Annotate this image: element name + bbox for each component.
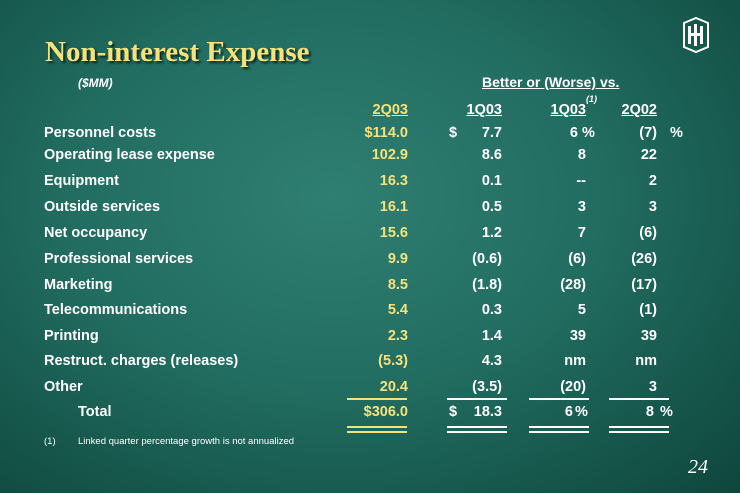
row-change-1q03: 8.6: [481, 147, 502, 163]
page-number: 24: [688, 456, 708, 478]
total-double-rule: [447, 431, 507, 433]
row-value-2q03: 8.5: [387, 277, 408, 293]
total-double-rule: [447, 426, 507, 428]
row-value-2q03: 9.9: [387, 251, 408, 267]
total-double-rule: [609, 426, 669, 428]
total-double-rule: [529, 431, 589, 433]
total-1q03-pct: 6: [564, 404, 573, 420]
total-2q02: 8: [645, 404, 654, 420]
row-change-1q03: 0.5: [481, 199, 502, 215]
total-double-rule: [529, 426, 589, 428]
row-pct-2q02: 3: [648, 379, 657, 395]
subtotal-rule: [447, 398, 507, 400]
row-pct-1q03: 3: [577, 199, 586, 215]
row-change-1q03: 1.2: [481, 225, 502, 241]
row-pct-1q03: 6: [569, 125, 578, 141]
total-2q03: $306.0: [363, 404, 408, 420]
row-pct-1q03: nm: [564, 353, 586, 369]
footnote-text: Linked quarter percentage growth is not …: [78, 436, 295, 447]
row-label: Equipment: [44, 173, 119, 189]
row-label: Outside services: [44, 199, 161, 215]
subtotal-rule: [347, 398, 407, 400]
row-change-1q03: (3.5): [472, 379, 502, 395]
row-change-1q03: (1.8): [472, 277, 502, 293]
slide-title: Non-interest Expense: [45, 36, 310, 68]
total-2q02-pct-symbol: %: [660, 404, 673, 420]
row-value-2q03: 15.6: [379, 225, 408, 241]
total-double-rule: [347, 426, 407, 428]
total-dollar-sign: $: [449, 404, 458, 420]
subtotal-rule: [609, 398, 669, 400]
total-label: Total: [78, 404, 112, 420]
row-label: Personnel costs: [44, 125, 157, 141]
row-pct-1q03: 7: [577, 225, 586, 241]
row-pct-symbol: %: [670, 125, 683, 141]
row-pct-2q02: (6): [639, 225, 657, 241]
row-dollar-sign: $: [449, 125, 458, 141]
units-label: ($MM): [78, 76, 113, 90]
total-1q03: 18.3: [473, 404, 502, 420]
row-change-1q03: 0.3: [481, 302, 502, 318]
row-value-2q03: (5.3): [378, 353, 408, 369]
row-value-2q03: 16.3: [379, 173, 408, 189]
row-change-1q03: 7.7: [481, 125, 502, 141]
row-pct-2q02: 39: [640, 328, 657, 344]
row-change-1q03: 0.1: [481, 173, 502, 189]
row-value-2q03: 16.1: [379, 199, 408, 215]
row-pct-1q03: 39: [569, 328, 586, 344]
row-label: Operating lease expense: [44, 147, 215, 163]
row-value-2q03: 20.4: [379, 379, 408, 395]
row-pct-symbol: %: [582, 125, 595, 141]
column-header-2q02: 2Q02: [621, 102, 657, 118]
row-label: Printing: [44, 328, 99, 344]
footnote-mark: (1): [44, 436, 56, 447]
row-value-2q03: $114.0: [364, 125, 408, 141]
row-pct-2q02: nm: [635, 353, 657, 369]
row-value-2q03: 2.3: [387, 328, 408, 344]
column-header-2q03: 2Q03: [372, 102, 408, 118]
row-label: Net occupancy: [44, 225, 148, 241]
row-pct-2q02: 3: [648, 199, 657, 215]
row-pct-2q02: 2: [648, 173, 657, 189]
row-label: Restruct. charges (releases): [44, 353, 239, 369]
column-header-1q03-pct: 1Q03: [550, 102, 586, 118]
row-value-2q03: 5.4: [387, 302, 408, 318]
row-pct-2q02: (17): [631, 277, 657, 293]
row-pct-2q02: 22: [640, 147, 657, 163]
total-double-rule: [347, 431, 407, 433]
row-label: Telecommunications: [44, 302, 188, 318]
row-change-1q03: 1.4: [481, 328, 502, 344]
row-label: Other: [44, 379, 83, 395]
footnote-ref: (1): [586, 94, 597, 104]
row-pct-1q03: (20): [560, 379, 586, 395]
row-pct-2q02: (1): [639, 302, 657, 318]
company-logo-icon: [683, 16, 709, 54]
row-pct-2q02: (26): [631, 251, 657, 267]
row-pct-2q02: (7): [639, 125, 657, 141]
total-1q03-pct-symbol: %: [575, 404, 588, 420]
row-label: Marketing: [44, 277, 113, 293]
subtotal-rule: [529, 398, 589, 400]
compare-header: Better or (Worse) vs.: [482, 74, 620, 90]
total-double-rule: [609, 431, 669, 433]
row-pct-1q03: 5: [577, 302, 586, 318]
row-change-1q03: (0.6): [472, 251, 502, 267]
row-pct-1q03: (6): [568, 251, 586, 267]
row-pct-1q03: (28): [560, 277, 586, 293]
row-pct-1q03: --: [576, 173, 586, 189]
row-pct-1q03: 8: [577, 147, 586, 163]
column-header-1q03: 1Q03: [466, 102, 502, 118]
row-label: Professional services: [44, 251, 194, 267]
row-change-1q03: 4.3: [481, 353, 502, 369]
row-value-2q03: 102.9: [371, 147, 408, 163]
